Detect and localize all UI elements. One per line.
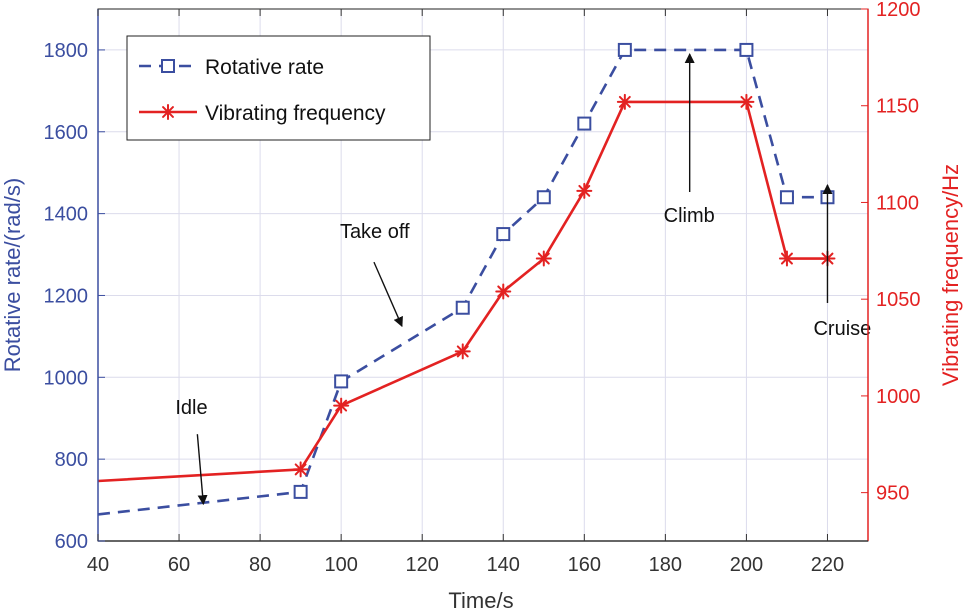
- y-left-tick-label: 1200: [44, 285, 89, 307]
- vibrating-frequency-point: [576, 182, 593, 199]
- y-right-tick-label: 1100: [876, 192, 919, 214]
- legend-vibrating-frequency-label: Vibrating frequency: [205, 102, 386, 125]
- x-tick-label: 200: [730, 554, 763, 576]
- x-tick-label: 80: [249, 554, 271, 576]
- y-left-tick-label: 800: [55, 449, 88, 471]
- legend-rotative-rate-label: Rotative rate: [205, 56, 324, 79]
- y-right-axis-title: Vibrating frequency/Hz: [938, 164, 963, 386]
- y-left-tick-label: 1000: [44, 367, 89, 389]
- vibrating-frequency-point: [495, 283, 512, 300]
- rotative-rate-point: [779, 190, 794, 205]
- vibrating-frequency-line: [97, 100, 828, 483]
- y-left-tick-label: 1400: [44, 204, 89, 226]
- x-axis-title: Time/s: [448, 588, 513, 612]
- x-tick-label: 180: [649, 554, 682, 576]
- x-tick-label: 120: [406, 554, 439, 576]
- series-layer: [97, 42, 836, 516]
- rotative-rate-point: [496, 227, 511, 242]
- x-tick-label: 140: [487, 554, 520, 576]
- annotations: Idle Take off Climb Cruise: [175, 53, 871, 506]
- y-right-tick-label: 1200: [876, 0, 921, 21]
- y-left-tick-label: 600: [55, 531, 88, 553]
- rotative-rate-point: [739, 42, 754, 57]
- vibrating-frequency-point: [535, 250, 552, 267]
- vibrating-frequency-point: [292, 461, 309, 478]
- legend-vibrating-frequency-marker: [160, 104, 176, 120]
- vibrating-frequency-point: [333, 397, 350, 414]
- x-tick-label: 160: [568, 554, 601, 576]
- legend: Rotative rate Vibrating frequency: [126, 35, 431, 141]
- x-tick-label: 100: [324, 554, 357, 576]
- annotation-label: Climb: [664, 205, 715, 227]
- x-tick-label: 40: [87, 554, 109, 576]
- y-left-tick-label: 1600: [44, 122, 89, 144]
- y-left-axis-title: Rotative rate/(rad/s): [0, 178, 25, 372]
- rotative-rate-point: [293, 484, 308, 499]
- rotative-rate-point: [334, 374, 349, 389]
- y-right-tick-label: 950: [876, 483, 909, 505]
- rotative-rate-point: [455, 300, 470, 315]
- vibrating-frequency-point: [454, 343, 471, 360]
- x-tick-label: 220: [811, 554, 844, 576]
- y-left-tick-label: 1800: [44, 40, 89, 62]
- legend-box: [126, 35, 431, 141]
- rotative-rate-point: [577, 116, 592, 131]
- y-right-tick-label: 1000: [876, 386, 921, 408]
- y-right-tick-label: 1150: [876, 96, 919, 118]
- vibrating-frequency-point: [616, 93, 633, 110]
- rotative-rate-point: [617, 42, 632, 57]
- annotation-arrow: [196, 434, 208, 506]
- vibrating-frequency-point: [738, 93, 755, 110]
- annotation-label: Idle: [175, 397, 207, 419]
- x-tick-label: 60: [168, 554, 190, 576]
- annotation-label: Take off: [340, 221, 410, 243]
- rotative-rate-point: [536, 190, 551, 205]
- legend-rotative-rate-marker: [161, 59, 175, 73]
- y-right-tick-label: 1050: [876, 289, 921, 311]
- vibrating-frequency-point: [778, 250, 795, 267]
- annotation-arrow: [373, 261, 403, 328]
- annotation-label: Cruise: [813, 318, 871, 340]
